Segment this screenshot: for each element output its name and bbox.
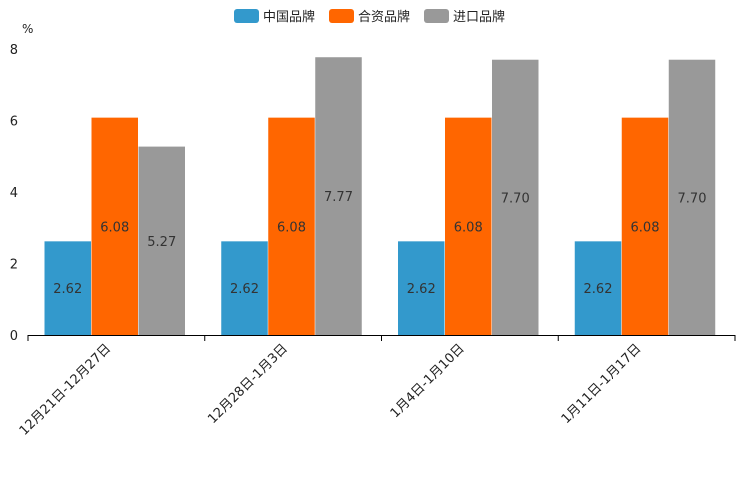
- y-tick-label: 8: [10, 43, 18, 58]
- bar[interactable]: [574, 241, 622, 335]
- bar[interactable]: [44, 241, 92, 335]
- bar-data-label: 6.08: [631, 220, 660, 235]
- x-axis: 12月21日-12月27日 12月28日-1月3日 1月4日-1月10日 1月11日-…: [17, 335, 736, 439]
- bar[interactable]: [315, 57, 362, 335]
- bar-data-label: 2.62: [53, 282, 82, 297]
- legend-label: 合资品牌: [358, 9, 410, 25]
- y-tick-label: 2: [10, 258, 18, 273]
- y-axis-unit-label: %: [22, 22, 33, 36]
- bar-data-label: 6.08: [100, 220, 129, 235]
- y-tick-label: 0: [10, 329, 18, 344]
- legend-label: 进口品牌: [453, 9, 505, 25]
- bar[interactable]: [445, 117, 492, 335]
- bar[interactable]: [221, 241, 268, 335]
- y-tick-label: 4: [10, 186, 18, 201]
- bar-data-label: 6.08: [277, 220, 306, 235]
- bar-data-label: 7.77: [324, 190, 353, 205]
- y-axis: 0 2 4 6 8: [10, 43, 18, 344]
- bar[interactable]: [492, 59, 539, 335]
- bar-data-label: 2.62: [584, 282, 613, 297]
- bar[interactable]: [668, 59, 716, 335]
- bar[interactable]: [398, 241, 445, 335]
- x-category-label: 1月4日-1月10日: [388, 341, 468, 421]
- x-category-label: 12月28日-1月3日: [205, 341, 291, 427]
- bar-data-label: 6.08: [454, 220, 483, 235]
- bar[interactable]: [91, 117, 139, 335]
- bar-data-label: 5.27: [147, 235, 176, 250]
- legend-item[interactable]: 进口品牌: [424, 9, 505, 25]
- x-category-label: 1月11日-1月17日: [559, 341, 645, 427]
- bar-data-label: 2.62: [407, 282, 436, 297]
- legend: 中国品牌 合资品牌 进口品牌: [234, 9, 505, 25]
- bar[interactable]: [268, 117, 315, 335]
- legend-item[interactable]: 合资品牌: [329, 9, 410, 25]
- x-category-label: 12月21日-12月27日: [17, 341, 114, 438]
- legend-swatch: [329, 9, 354, 23]
- legend-swatch: [234, 9, 259, 23]
- bar-data-label: 2.62: [230, 282, 259, 297]
- bar[interactable]: [138, 146, 186, 335]
- bar-data-label: 7.70: [501, 191, 530, 206]
- bars: 2.62 6.08 5.27 2.62 6.08 7.77 2.62 6.08 7.70 2.62…: [44, 57, 716, 335]
- legend-label: 中国品牌: [263, 9, 315, 25]
- legend-swatch: [424, 9, 449, 23]
- bar[interactable]: [621, 117, 669, 335]
- bar-data-label: 7.70: [678, 191, 707, 206]
- legend-item[interactable]: 中国品牌: [234, 9, 315, 25]
- y-tick-label: 6: [10, 115, 18, 130]
